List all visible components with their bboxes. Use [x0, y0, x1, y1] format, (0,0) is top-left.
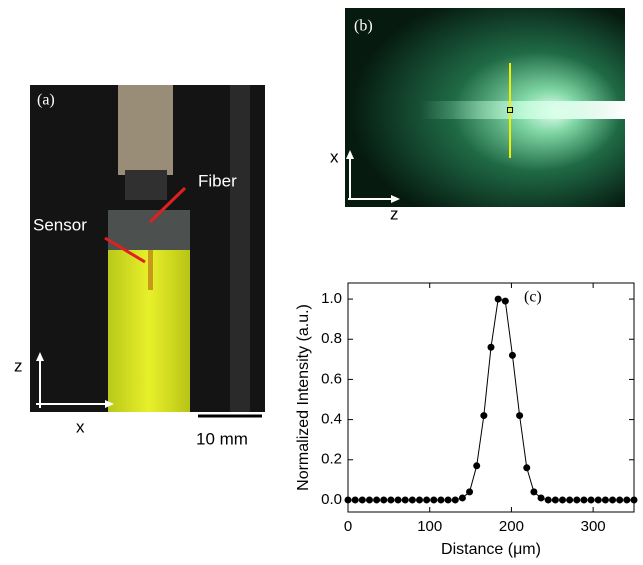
- y-tick-label: 0.6: [321, 370, 342, 387]
- y-tick-label: 0.2: [321, 451, 342, 468]
- point: [580, 496, 588, 504]
- x-tick-label: 300: [581, 518, 606, 535]
- point: [494, 295, 502, 303]
- point: [587, 496, 595, 504]
- point: [501, 297, 509, 305]
- point: [623, 496, 631, 504]
- y-axis-label: Normalized Intensity (a.u.): [295, 304, 312, 491]
- point: [601, 496, 609, 504]
- axis-label: x: [330, 147, 339, 166]
- point: [480, 412, 488, 420]
- x-tick-label: 200: [499, 518, 524, 535]
- y-tick-label: 0.8: [321, 330, 342, 347]
- point: [559, 496, 566, 504]
- point: [466, 488, 474, 496]
- point: [373, 496, 381, 504]
- point: [551, 496, 559, 504]
- point: [437, 496, 445, 504]
- axis-label: z: [390, 204, 399, 223]
- point: [516, 412, 524, 420]
- panel-label: (b): [354, 18, 373, 35]
- image-b: [345, 8, 625, 207]
- point: [458, 494, 466, 502]
- point: [394, 496, 402, 504]
- point: [416, 496, 423, 504]
- point: [451, 496, 459, 504]
- point: [423, 496, 431, 504]
- point: [566, 496, 574, 504]
- point: [487, 343, 495, 351]
- chart: 0 100 200 300 0.0 0.2 0.4 0.6 0.8 1.0 Distance (μm…: [295, 282, 638, 558]
- plot-frame: [347, 282, 635, 513]
- point: [573, 496, 581, 504]
- point: [344, 496, 352, 504]
- x-tick-label: 0: [344, 518, 352, 535]
- point: [387, 496, 395, 504]
- annotation: Sensor: [33, 215, 87, 234]
- point: [530, 488, 538, 496]
- scale-bar-label: 10 mm: [196, 429, 248, 448]
- point: [380, 496, 388, 504]
- point: [616, 496, 624, 504]
- point: [365, 496, 373, 504]
- point: [594, 496, 602, 504]
- photo-a: [30, 85, 265, 418]
- point: [444, 496, 452, 504]
- y-tick-label: 0.0: [321, 491, 342, 508]
- point: [408, 496, 416, 504]
- point: [630, 496, 638, 504]
- point: [508, 351, 516, 359]
- y-tick-label: 0.4: [321, 411, 342, 428]
- x-axis-label: Distance (μm): [441, 541, 541, 558]
- point: [358, 496, 366, 504]
- point: [473, 462, 481, 470]
- point: [430, 496, 438, 504]
- point: [544, 496, 552, 504]
- panel-label: (a): [37, 92, 55, 109]
- panel-label: (c): [524, 289, 542, 306]
- line: [348, 298, 634, 501]
- point: [401, 496, 409, 504]
- point: [523, 464, 531, 472]
- y-tick-label: 1.0: [321, 290, 342, 307]
- axis-label: z: [14, 356, 23, 375]
- point: [609, 496, 617, 504]
- annotation: Fiber: [198, 171, 237, 190]
- x-tick-label: 100: [417, 518, 442, 535]
- axis-label: x: [76, 417, 85, 436]
- point: [351, 496, 359, 504]
- point: [537, 494, 545, 502]
